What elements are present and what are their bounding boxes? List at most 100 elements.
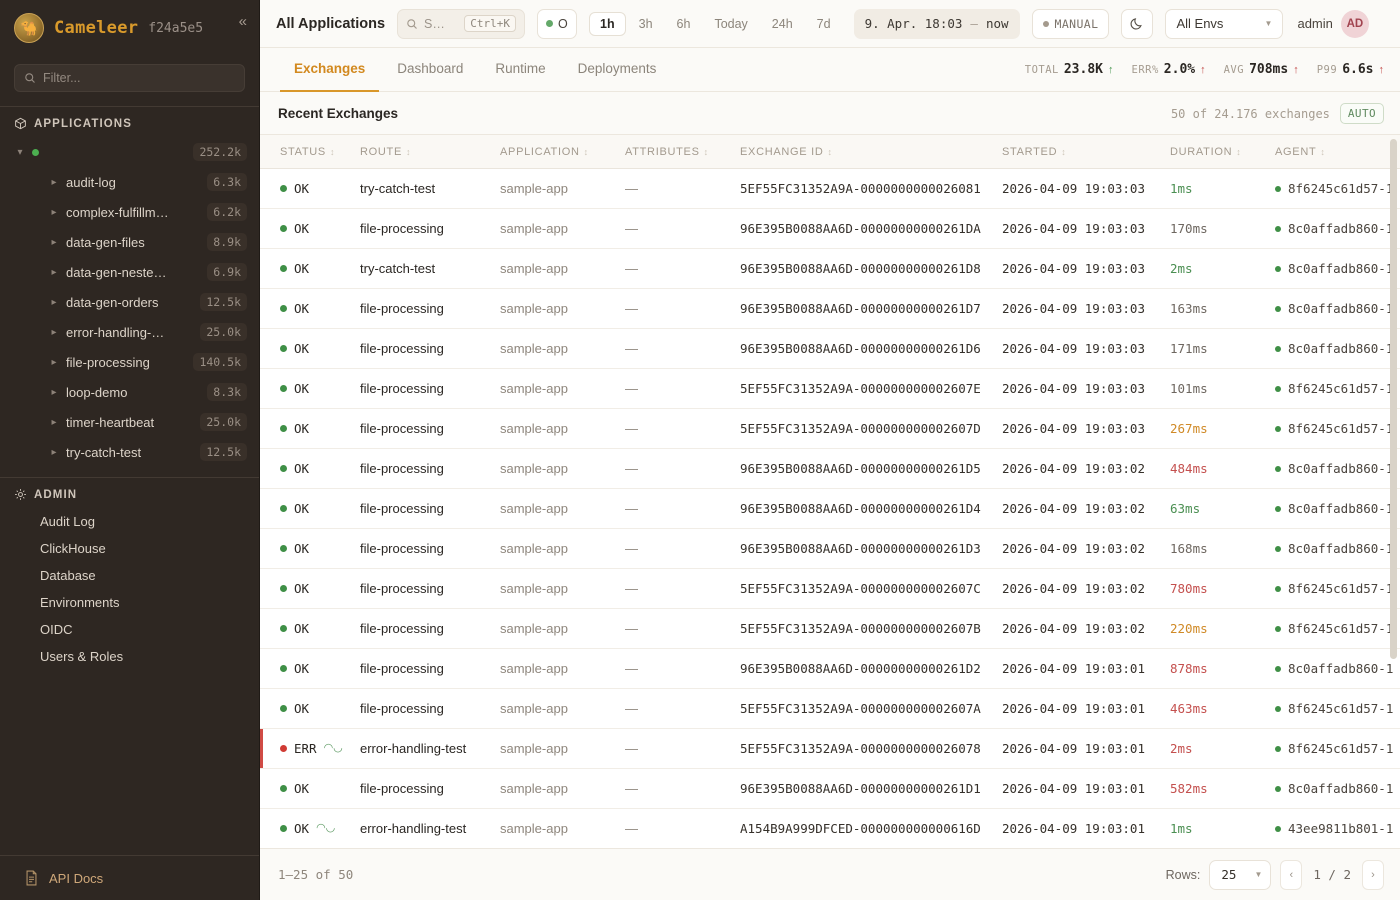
cell-duration: 168ms [1170, 528, 1275, 569]
cell-agent: 43ee9811b801-1 [1275, 808, 1400, 848]
cell-agent: 8c0affadb860-1 [1275, 648, 1400, 689]
sidebar-admin-database[interactable]: Database [40, 568, 96, 583]
tab-deployments[interactable]: Deployments [577, 61, 657, 76]
table-row[interactable]: OK try-catch-test sample-app —96E395B0088AA… [260, 248, 1400, 289]
table-row[interactable]: ERR ◠◡ error-handling-test sample-app —5EF55… [260, 728, 1400, 769]
agent-status-dot-icon [1275, 585, 1281, 592]
column-header-route[interactable]: ROUTE ↕ [360, 135, 500, 169]
table-row[interactable]: OK file-processing sample-app —5EF55FC31352… [260, 368, 1400, 409]
table-row[interactable]: OK file-processing sample-app —5EF55FC31352… [260, 568, 1400, 609]
time-range-today[interactable]: Today [714, 16, 748, 31]
agent-label: 8f6245c61d57-1 [1288, 381, 1394, 396]
table-row[interactable]: OK file-processing sample-app —96E395B0088A… [260, 288, 1400, 329]
search-input[interactable]: S… Ctrl+K [397, 8, 526, 39]
column-header-duration[interactable]: DURATION ↕ [1170, 135, 1275, 169]
sidebar-admin-audit-log[interactable]: Audit Log [40, 514, 95, 529]
time-range-1h[interactable]: 1h [589, 11, 626, 36]
time-range-7d[interactable]: 7d [816, 16, 831, 31]
agent-status-dot-icon [1275, 665, 1281, 672]
column-header-status[interactable]: STATUS ↕ [260, 135, 360, 169]
chevron-right-icon: ▸ [51, 386, 57, 398]
trace-link-icon[interactable]: ◠◡ [323, 742, 343, 754]
agent-status-dot-icon [1275, 385, 1281, 392]
table-row[interactable]: OK ◠◡ error-handling-test sample-app — A154B9… [260, 808, 1400, 848]
cell-attributes: — [625, 248, 740, 289]
time-range-3h[interactable]: 3h [638, 16, 653, 31]
cell-exchange-id: 96E395B0088AA6D-00000000000261D6 [740, 328, 1002, 369]
time-range-24h[interactable]: 24h [771, 16, 793, 31]
sidebar-route-data-gen-neste-[interactable]: ▸ data-gen-neste… 6.9k [0, 257, 259, 287]
table-row[interactable]: OK file-processing sample-app —96E395B0088A… [260, 448, 1400, 489]
sidebar-route-data-gen-files[interactable]: ▸ data-gen-files 8.9k [0, 227, 259, 257]
sidebar-route-label: try-catch-test [66, 444, 142, 460]
sidebar-admin-environments[interactable]: Environments [40, 595, 120, 610]
table-body: OK try-catch-test sample-app —5EF55FC31352A… [260, 168, 1400, 848]
agent-status-dot-icon [1275, 305, 1281, 312]
column-header-started[interactable]: STARTED ↕ [1002, 135, 1170, 169]
sidebar-route-data-gen-orders[interactable]: ▸ data-gen-orders 12.5k [0, 287, 259, 317]
sidebar-api-docs-link[interactable]: API Docs [0, 855, 259, 900]
manual-refresh-button[interactable]: MANUAL [1031, 8, 1110, 39]
column-header-attributes[interactable]: ATTRIBUTES ↕ [625, 135, 740, 169]
sidebar-route-try-catch-test[interactable]: ▸ try-catch-test 12.5k [0, 437, 259, 467]
filter-input[interactable]: Filter... [14, 64, 245, 92]
auto-refresh-badge[interactable]: AUTO [1339, 103, 1384, 124]
cell-status: OK [260, 248, 360, 289]
chevron-double-left-icon[interactable]: « [238, 13, 247, 30]
sidebar-admin-oidc[interactable]: OIDC [40, 622, 73, 637]
date-range-display[interactable]: 9. Apr. 18:03 — now [853, 8, 1020, 39]
sidebar-route-audit-log[interactable]: ▸ audit-log 6.3k [0, 167, 259, 197]
time-range-6h[interactable]: 6h [676, 16, 691, 31]
sidebar-route-complex-fulfillm-[interactable]: ▸ complex-fulfillm… 6.2k [0, 197, 259, 227]
table-row[interactable]: OK file-processing sample-app —96E395B0088A… [260, 768, 1400, 809]
cell-application: sample-app [500, 208, 625, 249]
next-page-button[interactable]: › [1362, 859, 1384, 890]
table-row[interactable]: OK file-processing sample-app —5EF55FC31352… [260, 608, 1400, 649]
column-header-agent[interactable]: AGENT ↕ [1275, 135, 1400, 169]
sidebar-item-sample-app[interactable]: ▾ sample app 252.2k [0, 137, 259, 167]
agent-label: 8c0affadb860-1 [1288, 301, 1394, 316]
tab-runtime[interactable]: Runtime [495, 61, 546, 76]
cell-application: sample-app [500, 728, 625, 769]
date-range-separator: — [970, 16, 978, 31]
table-row[interactable]: OK file-processing sample-app —96E395B0088A… [260, 208, 1400, 249]
vertical-scrollbar[interactable] [1390, 139, 1397, 659]
sidebar-admin-users-roles[interactable]: Users & Roles [40, 649, 124, 664]
cell-exchange-id: 96E395B0088AA6D-00000000000261D3 [740, 528, 1002, 569]
table-row[interactable]: OK file-processing sample-app —96E395B0088A… [260, 528, 1400, 569]
table-row[interactable]: OK file-processing sample-app —96E395B0088A… [260, 328, 1400, 369]
cell-exchange-id: 5EF55FC31352A9A-000000000002607C [740, 568, 1002, 609]
user-menu[interactable]: admin AD [1297, 9, 1369, 38]
api-docs-label: API Docs [49, 870, 104, 886]
environment-select[interactable]: All Envs ▼ [1165, 8, 1284, 39]
cell-attributes: — [625, 288, 740, 329]
tab-dashboard[interactable]: Dashboard [397, 61, 464, 76]
table-row[interactable]: OK file-processing sample-app —96E395B0088A… [260, 648, 1400, 689]
topbar: All Applications S… Ctrl+K O 1h 3h 6h Today… [260, 0, 1400, 48]
column-header-exchange-id[interactable]: EXCHANGE ID ↕ [740, 135, 1002, 169]
sidebar-route-loop-demo[interactable]: ▸ loop-demo 8.3k [0, 377, 259, 407]
tab-exchanges[interactable]: Exchanges [280, 48, 380, 92]
sidebar-route-label: data-gen-orders [66, 294, 159, 310]
cell-duration: 484ms [1170, 448, 1275, 489]
prev-page-button[interactable]: ‹ [1280, 859, 1303, 890]
trace-link-icon[interactable]: ◠◡ [316, 822, 336, 834]
cell-started: 2026-04-09 19:03:03 [1002, 208, 1170, 249]
theme-toggle-button[interactable] [1121, 8, 1154, 39]
rows-per-page-select[interactable]: 25 ▼ [1209, 859, 1272, 890]
sidebar-route-error-handling-[interactable]: ▸ error-handling-… 25.0k [0, 317, 259, 347]
sidebar-route-timer-heartbeat[interactable]: ▸ timer-heartbeat 25.0k [0, 407, 259, 437]
sidebar-route-file-processing[interactable]: ▸ file-processing 140.5k [0, 347, 259, 377]
table-row[interactable]: OK try-catch-test sample-app —5EF55FC31352A… [260, 168, 1400, 209]
status-label: OK [294, 181, 310, 196]
cell-route: file-processing [360, 488, 500, 529]
live-status-toggle[interactable]: O [537, 8, 578, 39]
table-row[interactable]: OK file-processing sample-app —5EF55FC31352… [260, 688, 1400, 729]
column-header-application[interactable]: APPLICATION ↕ [500, 135, 625, 169]
table-row[interactable]: OK file-processing sample-app —96E395B0088A… [260, 488, 1400, 529]
cell-started: 2026-04-09 19:03:01 [1002, 768, 1170, 809]
sidebar-admin-clickhouse[interactable]: ClickHouse [40, 541, 106, 556]
table-row[interactable]: OK file-processing sample-app —5EF55FC31352… [260, 408, 1400, 449]
status-dot-icon [280, 545, 287, 552]
cell-route: error-handling-test [360, 728, 500, 769]
